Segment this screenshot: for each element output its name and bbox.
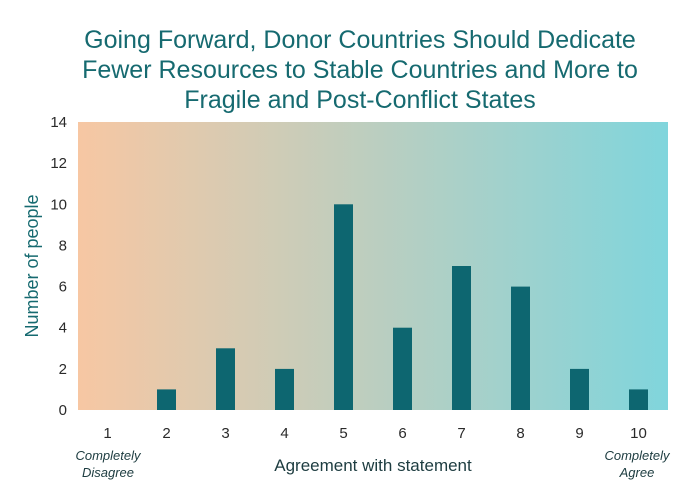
bar xyxy=(216,348,235,410)
bar xyxy=(334,204,353,410)
right-end-label-line-1: Completely xyxy=(604,448,671,463)
y-axis-label: Number of people xyxy=(22,194,42,337)
y-axis-ticks: 0 2 4 6 8 10 12 14 xyxy=(50,114,67,419)
chart-title-line-1: Going Forward, Donor Countries Should De… xyxy=(84,26,636,54)
left-end-label-line-1: Completely xyxy=(75,448,142,463)
y-tick-label: 12 xyxy=(50,155,67,172)
plot-background xyxy=(78,122,668,410)
x-tick-label: 6 xyxy=(398,425,406,442)
x-tick-label: 1 xyxy=(103,425,111,442)
y-tick-label: 6 xyxy=(59,279,67,296)
chart-title-line-3: Fragile and Post-Conflict States xyxy=(184,86,536,114)
bar xyxy=(452,266,471,410)
x-tick-label: 2 xyxy=(162,425,170,442)
bar xyxy=(157,389,176,410)
x-tick-label: 9 xyxy=(575,425,583,442)
bar xyxy=(393,327,412,410)
bar xyxy=(570,368,589,410)
x-axis-label: Agreement with statement xyxy=(274,456,472,475)
bar xyxy=(629,389,648,410)
y-tick-label: 14 xyxy=(50,114,67,131)
y-tick-label: 8 xyxy=(59,237,67,254)
y-tick-label: 4 xyxy=(59,320,67,337)
x-tick-label: 4 xyxy=(280,425,288,442)
y-tick-label: 0 xyxy=(59,402,67,419)
x-tick-label: 8 xyxy=(516,425,524,442)
x-tick-label: 7 xyxy=(457,425,465,442)
y-tick-label: 10 xyxy=(50,196,67,213)
x-axis-ticks: 1 2 3 4 5 6 7 8 9 10 xyxy=(103,425,647,442)
chart-title-line-2: Fewer Resources to Stable Countries and … xyxy=(82,56,638,84)
right-end-label-line-2: Agree xyxy=(619,465,655,480)
x-tick-label: 10 xyxy=(630,425,647,442)
bar xyxy=(511,286,530,410)
bars xyxy=(157,204,648,410)
bar xyxy=(275,368,294,410)
x-tick-label: 3 xyxy=(221,425,229,442)
y-tick-label: 2 xyxy=(59,361,67,378)
left-end-label-line-2: Disagree xyxy=(82,465,134,480)
x-tick-label: 5 xyxy=(339,425,347,442)
